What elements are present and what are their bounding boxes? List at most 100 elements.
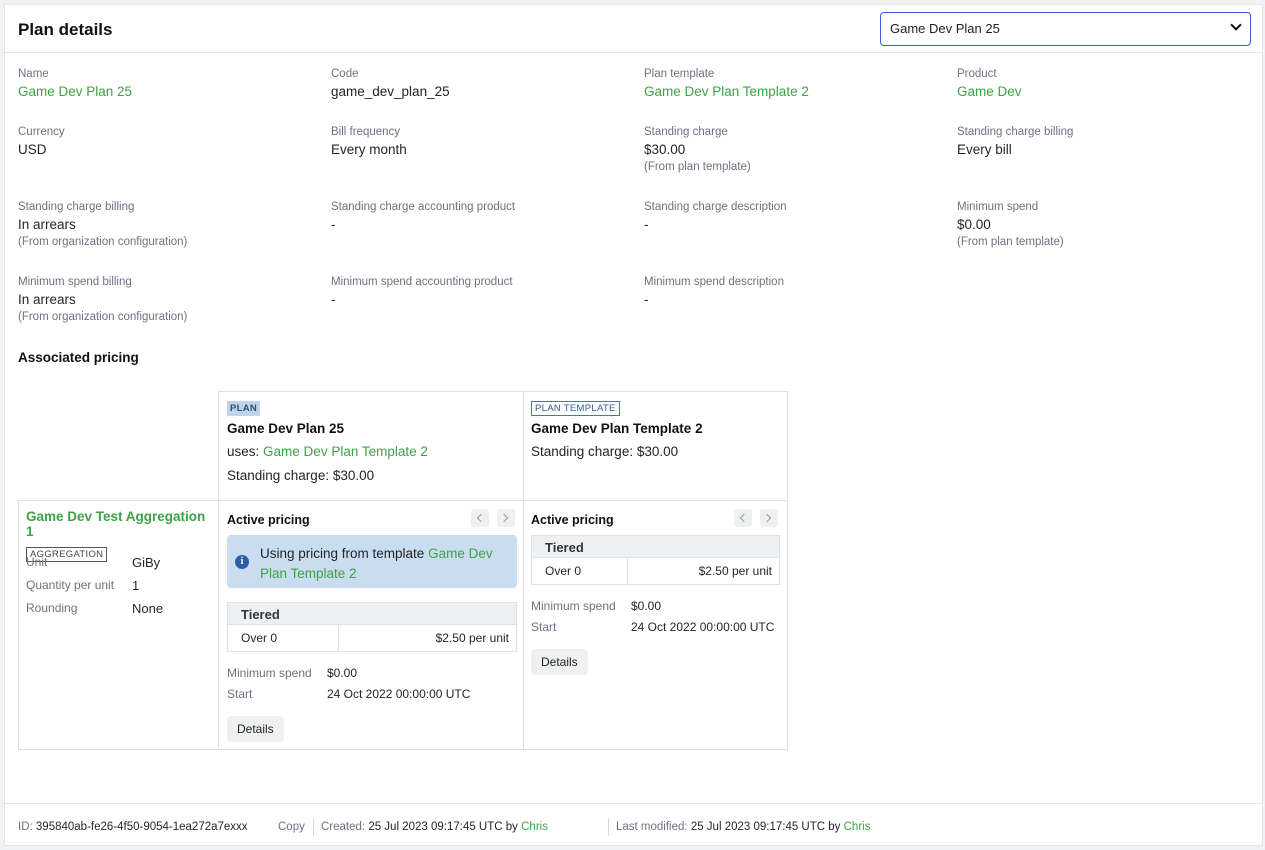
field-standing-charge: Standing charge $30.00 (From plan templa… — [644, 126, 944, 173]
chevron-down-icon — [1230, 19, 1242, 31]
tier-range: Over 0 — [228, 625, 339, 651]
field-note: (From organization configuration) — [18, 311, 188, 323]
created-by-link[interactable]: Chris — [521, 821, 548, 833]
field-value: USD — [18, 142, 47, 157]
field-label: Code — [331, 68, 359, 80]
plan-select-value: Game Dev Plan 25 — [890, 21, 1000, 36]
id-label: ID: — [18, 821, 33, 833]
kv-key: Unit — [26, 555, 48, 569]
prev-pricing-button[interactable] — [734, 509, 752, 527]
active-pricing-title: Active pricing — [227, 513, 310, 527]
template-header-cell: PLAN TEMPLATE Game Dev Plan Template 2 S… — [523, 391, 788, 501]
tier-header: Tiered — [228, 603, 516, 625]
field-label: Minimum spend accounting product — [331, 276, 513, 288]
kv-value: $0.00 — [631, 599, 662, 613]
field-value: Every month — [331, 142, 407, 157]
field-standing-charge-billing-arrears: Standing charge billing In arrears (From… — [18, 201, 318, 248]
tier-header: Tiered — [532, 536, 779, 558]
field-minimum-spend-accounting-product: Minimum spend accounting product - — [331, 276, 631, 307]
modified-value: 25 Jul 2023 09:17:45 UTC by — [690, 821, 841, 833]
divider — [313, 818, 314, 836]
info-message: Using pricing from template Game Dev Pla… — [260, 544, 510, 584]
table-row: Over 0 $2.50 per unit — [532, 558, 779, 584]
info-template-link[interactable]: Game Dev Plan Template 2 — [260, 546, 493, 581]
field-label: Minimum spend description — [644, 276, 784, 288]
field-standing-charge-billing: Standing charge billing Every bill — [957, 126, 1257, 157]
kv-value: 1 — [132, 578, 140, 593]
field-label: Currency — [18, 126, 65, 138]
page-title: Plan details — [18, 20, 113, 39]
field-value: $0.00 — [957, 217, 991, 232]
template-details-button[interactable]: Details — [531, 649, 588, 675]
field-label: Standing charge billing — [957, 126, 1074, 138]
associated-pricing-title: Associated pricing — [18, 350, 139, 365]
plan-tag: PLAN — [227, 401, 261, 416]
field-note: (From organization configuration) — [18, 236, 188, 248]
product-link[interactable]: Game Dev — [957, 84, 1022, 99]
field-standing-charge-accounting-product: Standing charge accounting product - — [331, 201, 631, 232]
chevron-left-icon — [739, 513, 749, 523]
field-label: Standing charge description — [644, 201, 787, 213]
uses-template-link[interactable]: Game Dev Plan Template 2 — [263, 444, 428, 459]
kv-key: Start — [531, 620, 557, 634]
field-code: Code game_dev_plan_25 — [331, 68, 631, 99]
chevron-right-icon — [499, 513, 509, 523]
uses-label: uses: — [227, 444, 260, 459]
created-value: 25 Jul 2023 09:17:45 UTC by — [368, 821, 518, 833]
plan-details-button[interactable]: Details — [227, 716, 284, 742]
field-value: - — [644, 217, 649, 232]
footer-created: Created: 25 Jul 2023 09:17:45 UTC by Chr… — [321, 821, 548, 833]
kv-value: None — [132, 601, 164, 616]
divider — [608, 818, 609, 836]
plan-select[interactable]: Game Dev Plan 25 — [880, 12, 1251, 46]
template-column-name: Game Dev Plan Template 2 — [531, 421, 703, 436]
next-pricing-button[interactable] — [497, 509, 515, 527]
field-value: In arrears — [18, 217, 76, 232]
field-bill-frequency: Bill frequency Every month — [331, 126, 631, 157]
aggregation-name-link[interactable]: Game Dev Test Aggregation 1 — [26, 509, 206, 539]
field-note: (From plan template) — [957, 236, 1064, 248]
plan-uses: uses: Game Dev Plan Template 2 — [227, 444, 515, 459]
plan-template-link[interactable]: Game Dev Plan Template 2 — [644, 84, 809, 99]
field-value: In arrears — [18, 292, 76, 307]
field-value: game_dev_plan_25 — [331, 84, 450, 99]
chevron-left-icon — [476, 513, 486, 523]
field-label: Bill frequency — [331, 126, 401, 138]
chevron-right-icon — [762, 513, 772, 523]
field-label: Standing charge billing — [18, 201, 135, 213]
field-value: Every bill — [957, 142, 1012, 157]
footer: ID: 395840ab-fe26-4f50-9054-1ea272a7exxx… — [5, 803, 1262, 847]
field-label: Product — [957, 68, 997, 80]
field-minimum-spend: Minimum spend $0.00 (From plan template) — [957, 201, 1257, 248]
field-label: Standing charge — [644, 126, 728, 138]
modified-label: Last modified: — [616, 821, 688, 833]
next-pricing-button[interactable] — [760, 509, 778, 527]
plan-standing-charge: Standing charge: $30.00 — [227, 468, 375, 483]
kv-value: 24 Oct 2022 00:00:00 UTC — [631, 620, 775, 634]
prev-pricing-button[interactable] — [471, 509, 489, 527]
kv-key: Start — [227, 687, 253, 701]
template-pricing-cell: Active pricing Tiered Over 0 $2.50 per u… — [523, 500, 788, 750]
field-name: Name Game Dev Plan 25 — [18, 68, 318, 99]
field-value: $30.00 — [644, 142, 686, 157]
tier-range: Over 0 — [532, 558, 628, 584]
plan-name-link[interactable]: Game Dev Plan 25 — [18, 84, 133, 99]
field-value: - — [644, 292, 649, 307]
modified-by-link[interactable]: Chris — [843, 821, 871, 833]
field-value: - — [331, 217, 336, 232]
aggregation-cell: Game Dev Test Aggregation 1 AGGREGATION … — [18, 500, 219, 750]
copy-id-button[interactable]: Copy — [278, 821, 305, 833]
field-minimum-spend-description: Minimum spend description - — [644, 276, 944, 307]
field-currency: Currency USD — [18, 126, 318, 157]
tiered-table: Tiered Over 0 $2.50 per unit — [227, 602, 517, 652]
kv-key: Rounding — [26, 601, 78, 615]
table-row: Over 0 $2.50 per unit — [228, 625, 516, 651]
created-label: Created: — [321, 821, 366, 833]
footer-id: ID: 395840ab-fe26-4f50-9054-1ea272a7exxx — [18, 821, 248, 833]
field-label: Standing charge accounting product — [331, 201, 516, 213]
kv-key: Quantity per unit — [26, 578, 115, 592]
field-value: - — [331, 292, 336, 307]
info-text: Using pricing from template — [260, 546, 425, 561]
plan-column-name: Game Dev Plan 25 — [227, 421, 345, 436]
field-note: (From plan template) — [644, 161, 751, 173]
